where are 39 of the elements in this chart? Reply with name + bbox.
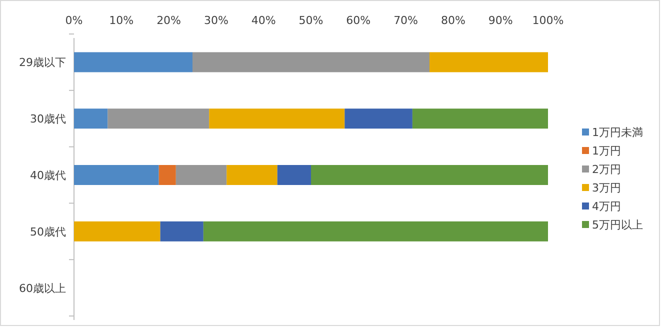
x-tick-label: 60% xyxy=(346,14,371,27)
x-tick-label: 90% xyxy=(488,14,513,27)
y-tick-label: 30歳代 xyxy=(30,112,66,126)
x-tick-label: 50% xyxy=(298,14,324,27)
bar xyxy=(430,52,548,72)
bar xyxy=(74,221,160,242)
bar xyxy=(311,165,548,185)
bar xyxy=(226,165,278,185)
x-tick-label: 0% xyxy=(65,14,83,27)
legend-label: 1万円 xyxy=(592,144,621,158)
bar xyxy=(277,165,311,185)
bar xyxy=(74,165,159,185)
x-tick-label: 70% xyxy=(394,14,418,27)
bar xyxy=(160,221,204,242)
legend-label: 3万円 xyxy=(592,182,621,194)
legend-label: 2万円 xyxy=(592,163,621,176)
bar xyxy=(108,108,210,129)
bar xyxy=(209,108,345,129)
x-tick-label: 30% xyxy=(204,14,228,27)
legend-label: 5万円以上 xyxy=(592,218,643,232)
x-tick-label: 100% xyxy=(532,14,564,27)
bar xyxy=(412,108,548,129)
y-tick-label: 60歳以上 xyxy=(19,282,66,295)
x-tick-label: 40% xyxy=(251,14,276,27)
bar xyxy=(203,221,548,242)
x-tick-label: 10% xyxy=(109,14,134,27)
y-tick-label: 50歳代 xyxy=(30,225,66,238)
bar xyxy=(192,52,430,72)
bar xyxy=(74,108,108,129)
x-tick-label: 80% xyxy=(440,14,466,27)
x-tick-label: 20% xyxy=(156,14,182,27)
legend-label: 1万円未満 xyxy=(592,126,643,139)
bar xyxy=(158,165,176,185)
legend-label: 4万円 xyxy=(592,200,621,213)
y-tick-label: 40歳代 xyxy=(30,169,66,182)
bar xyxy=(176,165,227,185)
y-tick-label: 29歳以下 xyxy=(19,56,66,70)
bar xyxy=(344,108,412,129)
bar xyxy=(74,52,192,72)
